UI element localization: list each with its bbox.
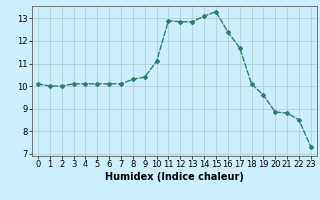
- X-axis label: Humidex (Indice chaleur): Humidex (Indice chaleur): [105, 172, 244, 182]
